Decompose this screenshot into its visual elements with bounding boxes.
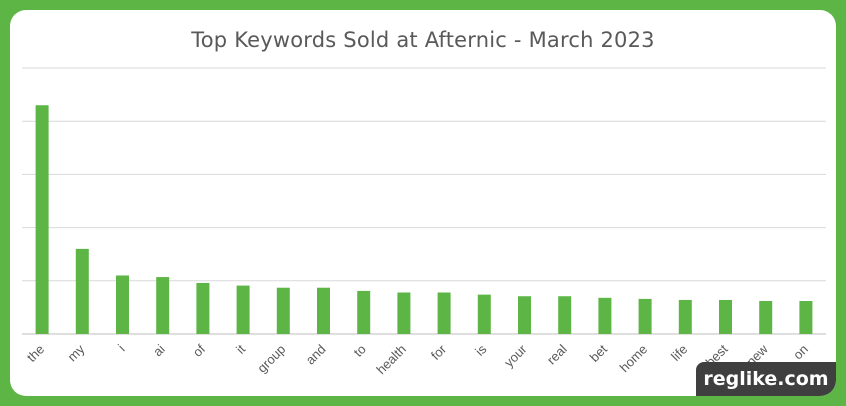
- x-tick-label-to: to: [351, 342, 369, 360]
- bar-group: [276, 287, 290, 334]
- bar-your: [518, 296, 531, 334]
- x-tick-label-home: home: [617, 342, 651, 376]
- chart-title: Top Keywords Sold at Afternic - March 20…: [191, 28, 655, 52]
- x-tick-label-bet: bet: [587, 341, 611, 365]
- bar-health: [397, 292, 411, 334]
- x-tick-label-your: your: [501, 341, 530, 370]
- x-tick-label-of: of: [190, 341, 209, 360]
- bar-is: [477, 294, 491, 334]
- x-tick-label-it: it: [233, 341, 248, 356]
- gridlines: [22, 67, 826, 335]
- x-tick-label-i: i: [115, 341, 128, 354]
- chart-card: Top Keywords Sold at Afternic - March 20…: [10, 10, 836, 396]
- bar-real: [558, 296, 572, 334]
- x-tick-label-group: group: [254, 342, 288, 376]
- x-tick-label-is: is: [472, 341, 490, 359]
- x-tick-label-for: for: [428, 341, 450, 363]
- bar-bet: [598, 297, 612, 334]
- x-tick-label-the: the: [24, 342, 47, 365]
- bar-the: [35, 105, 49, 335]
- bar-life: [678, 299, 692, 334]
- x-tick-label-health: health: [373, 342, 409, 378]
- x-tick-label-real: real: [544, 341, 570, 367]
- bar-on: [799, 301, 813, 334]
- bar-to: [357, 290, 371, 334]
- bar-best: [719, 299, 732, 334]
- x-tick-label-on: on: [790, 342, 811, 363]
- bar-i: [116, 275, 129, 334]
- x-tick-label-my: my: [65, 341, 88, 364]
- watermark-badge: reglike.com: [696, 362, 836, 396]
- x-tick-label-ai: ai: [150, 341, 168, 359]
- bar-it: [236, 285, 250, 334]
- bar-for: [437, 292, 451, 334]
- bar-home: [638, 298, 652, 334]
- bar-and: [317, 287, 330, 334]
- x-tick-label-and: and: [303, 342, 329, 368]
- x-tick-label-life: life: [668, 342, 690, 364]
- bar-ai: [156, 277, 170, 334]
- bar-new: [759, 301, 773, 334]
- bar-of: [196, 282, 210, 334]
- bar-chart: the my i ai of it group and to health for is your rea…: [22, 67, 826, 378]
- bar-my: [75, 248, 89, 334]
